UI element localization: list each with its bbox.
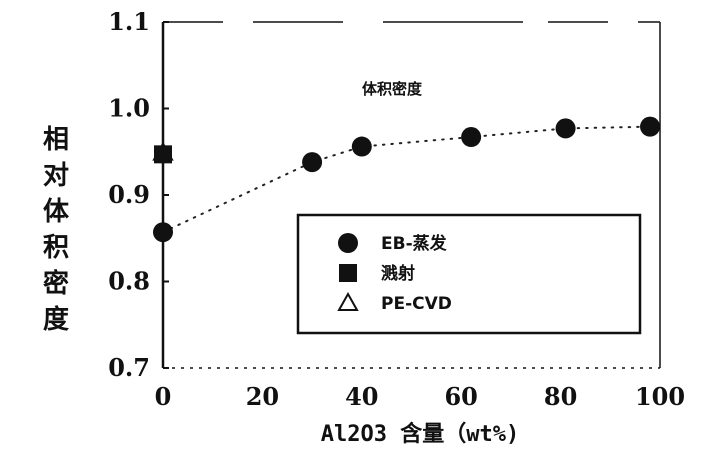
x-tick-label: 60 xyxy=(444,382,477,411)
y-axis-title-char: 对 xyxy=(43,161,69,191)
data-point-circle xyxy=(153,222,173,243)
y-axis-title-char: 度 xyxy=(43,304,69,335)
x-axis-title: Al2O3 含量（wt%) xyxy=(321,421,519,447)
x-tick-label: 100 xyxy=(635,382,685,411)
x-tick-label: 0 xyxy=(155,382,172,411)
x-tick-labels: 0 20 40 60 80 100 xyxy=(155,382,685,411)
y-axis-title-char: 积 xyxy=(43,233,69,263)
trend-line xyxy=(162,125,652,234)
y-tick-label: 1.0 xyxy=(108,94,150,123)
y-tick-label: 0.7 xyxy=(108,353,150,382)
y-tick-label: 0.9 xyxy=(108,180,150,209)
y-axis-title-char: 相 xyxy=(43,125,69,155)
data-point-circle xyxy=(640,116,661,137)
y-axis-title-char: 体 xyxy=(43,197,70,227)
y-axis-title-char: 密 xyxy=(43,268,69,299)
data-point-circle xyxy=(302,152,323,173)
data-point-circle xyxy=(351,136,372,157)
legend-label: EB-蒸发 xyxy=(381,233,448,254)
data-markers xyxy=(152,116,661,243)
x-tick-label: 20 xyxy=(246,382,279,411)
legend-label: PE-CVD xyxy=(381,294,452,314)
legend-marker-square xyxy=(339,264,357,282)
y-tick-labels: 1.1 1.0 0.9 0.8 0.7 xyxy=(108,7,150,382)
legend-label: 溅射 xyxy=(381,263,415,284)
data-point-circle xyxy=(461,127,482,148)
data-point-triangle xyxy=(152,141,174,161)
x-tick-label: 80 xyxy=(544,382,577,411)
x-tick-label: 40 xyxy=(345,382,378,411)
axis-ticks xyxy=(163,21,169,369)
y-tick-label: 0.8 xyxy=(108,267,150,296)
legend-marker-triangle xyxy=(337,291,359,311)
data-point-circle xyxy=(555,118,576,139)
plot-annotation: 体积密度 xyxy=(362,80,423,98)
y-tick-label: 1.1 xyxy=(108,7,150,36)
legend-marker-circle xyxy=(338,233,358,253)
